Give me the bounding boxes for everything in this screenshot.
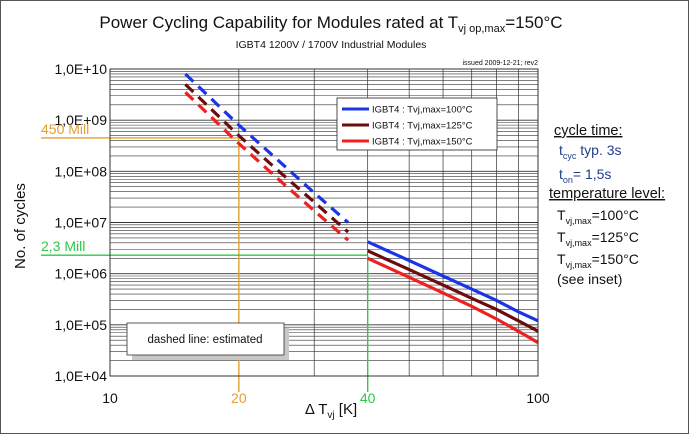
series-line (367, 256, 539, 344)
see-inset: (see inset) (557, 271, 622, 287)
temp-line-125: Tvj,max=125°C (557, 229, 639, 248)
temperature-heading: temperature level: (549, 186, 665, 202)
marker-label-bg (39, 120, 107, 137)
y-tick-label: 1,0E+06 (54, 266, 107, 282)
y-tick-label: 1,0E+07 (54, 215, 107, 231)
chart-subtitle: IGBT4 1200V / 1700V Industrial Modules (236, 39, 427, 51)
x-tick-label: 100 (526, 390, 550, 406)
marker-y-label: 2,3 Mill (41, 238, 85, 254)
series-lines (184, 72, 539, 344)
temp-line-150: Tvj,max=150°C (557, 251, 639, 270)
series-line-estimated (184, 91, 350, 242)
issued-note: issued 2009-12-21; rev2 (463, 60, 539, 67)
x-tick-labels: 10 100 20 40 (102, 390, 550, 406)
marker-label-bg (39, 238, 107, 255)
y-tick-label: 1,0E+05 (54, 317, 107, 333)
chart-title: Power Cycling Capability for Modules rat… (99, 13, 562, 35)
y-tick-label: 1,0E+09 (54, 112, 107, 128)
tcyc-line: tcyc typ. 3s (559, 142, 622, 161)
marker-x-label: 20 (231, 390, 247, 406)
legend: IGBT4 : Tvj,max=100°C IGBT4 : Tvj,max=125… (336, 97, 498, 151)
temp-line-100: Tvj,max=100°C (557, 207, 639, 226)
estimated-note: dashed line: estimated (126, 322, 289, 360)
y-tick-label: 1,0E+08 (54, 163, 107, 179)
series-line (367, 249, 539, 333)
cycle-time-heading: cycle time: (554, 123, 623, 139)
ton-line: ton= 1,5s (559, 166, 611, 185)
legend-label: IGBT4 : Tvj,max=150°C (372, 137, 473, 148)
series-line (367, 240, 539, 323)
estimated-note-box (126, 322, 285, 356)
x-axis-label: Δ Tvj [K] (305, 401, 357, 421)
y-axis-label: No. of cycles (12, 183, 29, 269)
marker-x-label: 40 (360, 390, 376, 406)
estimated-note-text: dashed line: estimated (147, 334, 262, 346)
plot-border (109, 68, 539, 377)
x-tick-label: 10 (102, 390, 118, 406)
y-tick-label: 1,0E+10 (54, 61, 107, 77)
legend-label: IGBT4 : Tvj,max=125°C (372, 121, 473, 132)
series-line-estimated (184, 83, 350, 234)
y-tick-labels: 1,0E+04 1,0E+05 1,0E+06 1,0E+07 1,0E+08 1,0E+… (41, 61, 107, 384)
marker-y-label: 450 Mill (41, 121, 89, 137)
cycle-time-block: cycle time: tcyc typ. 3s ton= 1,5s tempe… (549, 123, 665, 287)
series-line-estimated (184, 72, 350, 224)
y-tick-label: 1,0E+04 (54, 368, 107, 384)
legend-label: IGBT4 : Tvj,max=100°C (372, 105, 473, 116)
